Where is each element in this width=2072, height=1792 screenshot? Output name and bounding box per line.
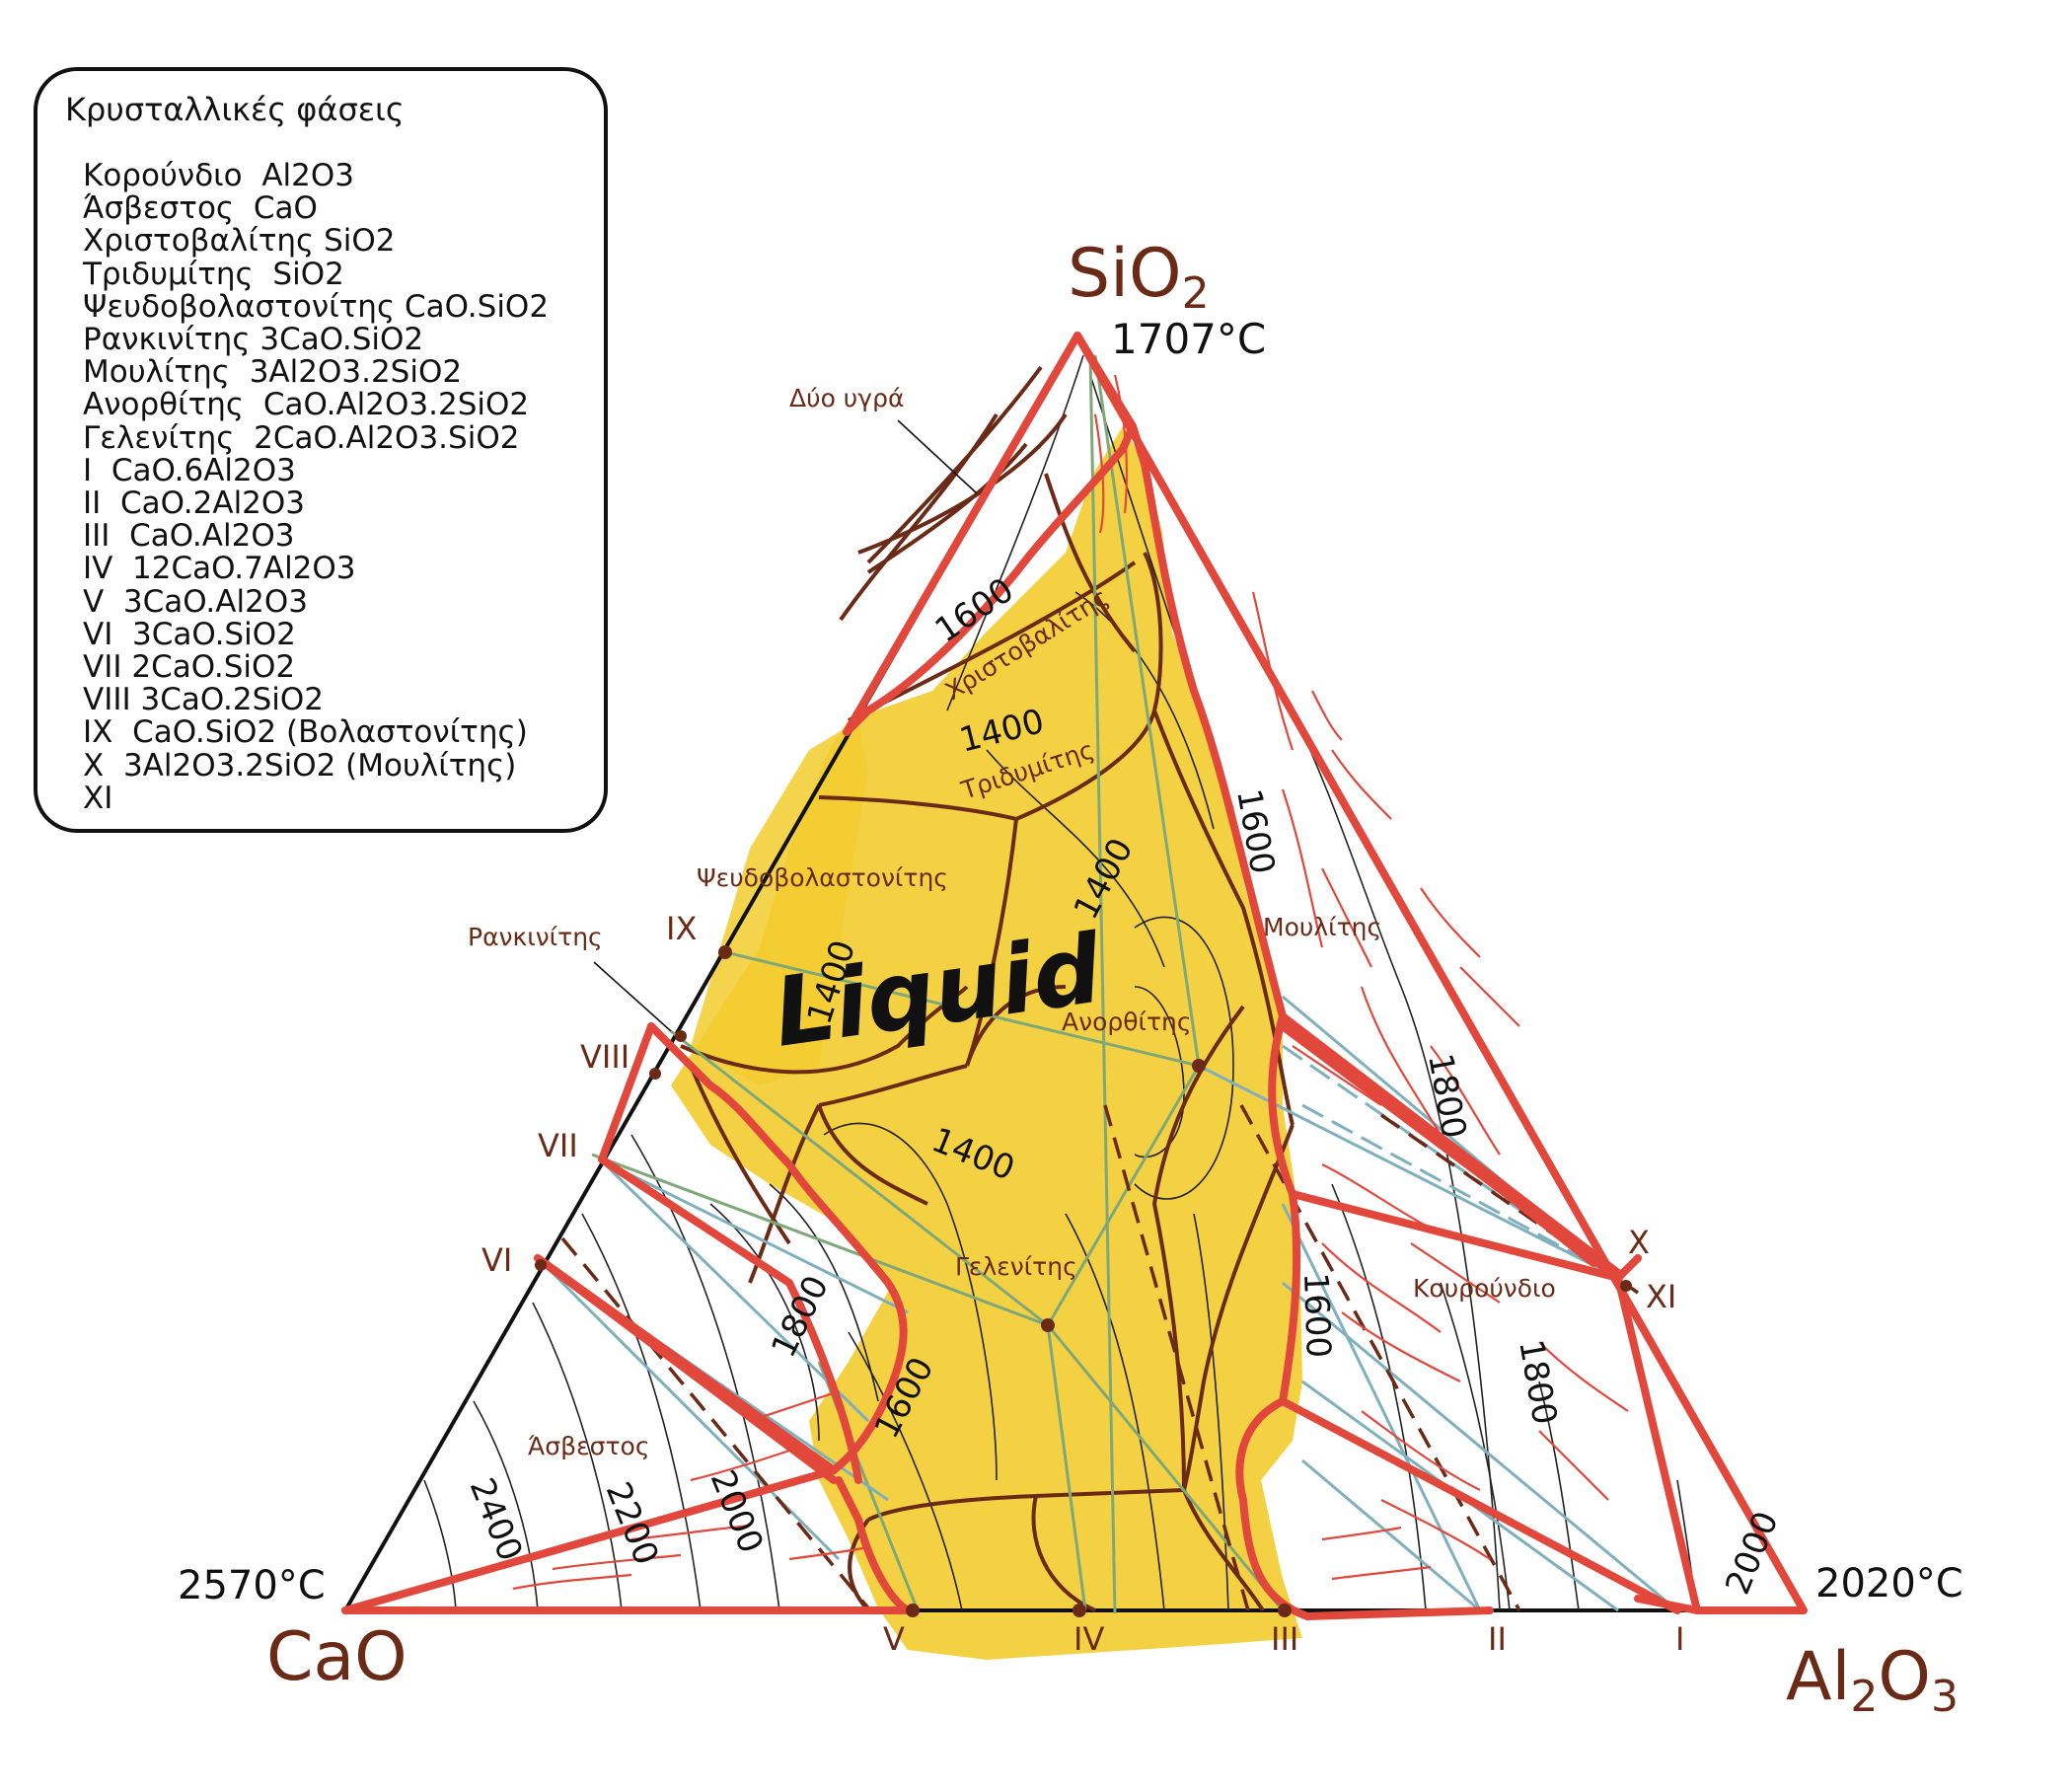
legend-item: Ανορθίτης CaO.Al2O3.2SiO2 (83, 387, 530, 423)
mullite-label: Μουλίτης (1263, 913, 1381, 941)
isotherm-1800-al: 1800 (1511, 1337, 1564, 1428)
sio2-vertex-label: SiO2 (1068, 235, 1210, 319)
legend-item: Γελενίτης 2CaO.Al2O3.SiO2 (83, 419, 520, 456)
compound-viii-label: VIII (580, 1038, 629, 1076)
compound-ix-label: IX (666, 910, 697, 947)
legend-item: VIII 3CaO.2SiO2 (83, 682, 324, 718)
crystalline-phases-legend: Κρυσταλλικές φάσεις Κορούνδιο Al2O3 Άσβε… (34, 67, 608, 833)
two-liquids-label: Δύο υγρά (789, 384, 904, 412)
legend-list: Κορούνδιο Al2O3 Άσβεστος CaO Χριστοβαλίτ… (83, 158, 550, 816)
legend-item: Κορούνδιο Al2O3 (83, 158, 354, 193)
compound-ii-label: II (1488, 1620, 1507, 1658)
cao-melting-temp: 2570°C (178, 1563, 326, 1608)
legend-item: Άσβεστος CaO (83, 190, 318, 227)
red-region-outlines (341, 332, 1808, 1620)
compound-i-label: I (1675, 1620, 1684, 1658)
legend-item: X 3Al2O3.2SiO2 (Μουλίτης) (83, 747, 517, 784)
compound-vii-label: VII (538, 1127, 578, 1164)
isotherm-1600-al: 1600 (1295, 1272, 1338, 1359)
al2o3-melting-temp: 2020°C (1815, 1561, 1963, 1606)
sio2-melting-temp: 1707°C (1111, 315, 1266, 363)
compound-points (535, 945, 1632, 1617)
gehlenite-label: Γελενίτης (955, 1252, 1077, 1281)
field-boundaries (680, 365, 1295, 1612)
legend-item: XI (83, 780, 113, 816)
leader-lines (593, 419, 978, 1032)
al2o3-vertex-label: Al2O3 (1786, 1638, 1959, 1722)
lime-label: Άσβεστος (528, 1432, 650, 1460)
legend-item: Ψευδοβολαστονίτης CaO.SiO2 (83, 288, 550, 325)
legend-item: I CaO.6Al2O3 (83, 452, 296, 488)
legend-item: Χριστοβαλίτης SiO2 (83, 223, 396, 260)
legend-title: Κρυσταλλικές φάσεις (65, 91, 405, 128)
legend-item: VII 2CaO.SiO2 (83, 649, 296, 686)
legend-item: Μουλίτης 3Al2O3.2SiO2 (83, 354, 463, 391)
legend-item: II CaO.2Al2O3 (83, 485, 306, 522)
compound-numerals: I II III IV V VI VII VIII IX X XI (481, 910, 1684, 1658)
pseudowollastonite-label: Ψευδοβολαστονίτης (697, 863, 948, 892)
anorthite-label: Ανορθίτης (1062, 1008, 1192, 1036)
legend-item: IV 12CaO.7Al2O3 (83, 551, 356, 587)
compound-iv-label: IV (1073, 1620, 1104, 1658)
compound-x-label: X (1628, 1224, 1650, 1261)
legend-item: V 3CaO.Al2O3 (83, 583, 308, 620)
dashed-joins (560, 1104, 1639, 1612)
rankinite-label: Ρανκινίτης (468, 923, 603, 951)
isotherm-2400: 2400 (462, 1472, 531, 1566)
compound-vi-label: VI (481, 1241, 512, 1279)
legend-item: Ρανκινίτης 3CaO.SiO2 (83, 322, 424, 358)
compound-xi-label: XI (1646, 1278, 1676, 1315)
legend-item: VI 3CaO.SiO2 (83, 616, 296, 652)
liquid-region-left (691, 720, 868, 1085)
compound-iii-label: III (1271, 1620, 1298, 1658)
legend-item: IX CaO.SiO2 (Βολαστονίτης) (83, 714, 528, 751)
legend-item: Τριδυμίτης SiO2 (83, 256, 344, 292)
isotherm-2000-al: 2000 (1718, 1506, 1787, 1600)
cao-vertex-label: CaO (266, 1618, 407, 1696)
compound-v-label: V (883, 1620, 905, 1658)
corundum-label: Κουρούνδιο (1413, 1274, 1556, 1303)
legend-item: III CaO.Al2O3 (83, 518, 295, 555)
